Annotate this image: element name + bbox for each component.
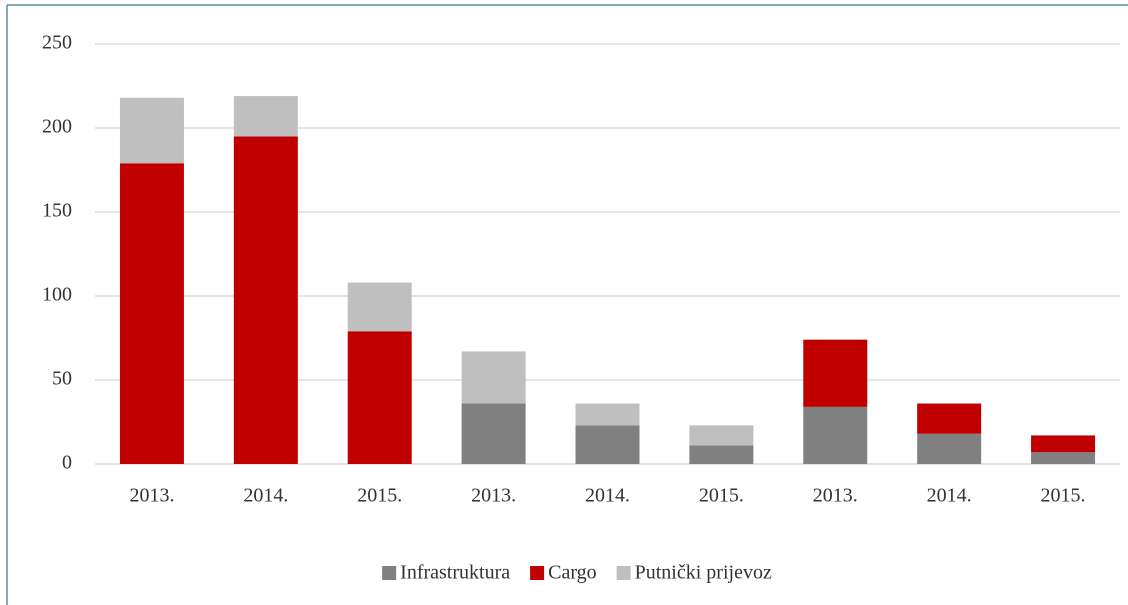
bar-segment bbox=[461, 351, 526, 404]
legend-swatch bbox=[382, 566, 397, 580]
bar-segment bbox=[461, 403, 526, 464]
x-tick-label: 2013. bbox=[471, 485, 516, 507]
y-tick-label: 50 bbox=[52, 368, 72, 390]
bar-segment bbox=[917, 433, 982, 464]
bar-segment bbox=[917, 403, 982, 434]
x-tick-label: 2015. bbox=[1041, 485, 1086, 507]
legend-swatch bbox=[616, 566, 631, 580]
bar-segment bbox=[233, 96, 298, 137]
bar-segment bbox=[575, 403, 640, 426]
bar-segment bbox=[803, 339, 868, 407]
bar-segment bbox=[347, 331, 412, 464]
legend-label: Infrastruktura bbox=[400, 562, 510, 584]
x-tick-label: 2015. bbox=[357, 485, 402, 507]
x-tick-label: 2014. bbox=[243, 485, 288, 507]
bar-segment bbox=[347, 282, 412, 332]
y-tick-label: 0 bbox=[62, 452, 72, 474]
legend-label: Putnički prijevoz bbox=[635, 562, 772, 584]
y-tick-label: 200 bbox=[42, 116, 72, 138]
x-tick-label: 2013. bbox=[813, 485, 858, 507]
x-tick-label: 2015. bbox=[699, 485, 744, 507]
y-tick-label: 250 bbox=[42, 32, 72, 54]
y-tick-label: 100 bbox=[42, 284, 72, 306]
x-tick-label: 2014. bbox=[585, 485, 630, 507]
bar-segment bbox=[119, 97, 184, 164]
bar-segment bbox=[689, 445, 754, 464]
bar-segment bbox=[803, 406, 868, 464]
x-tick-label: 2014. bbox=[927, 485, 972, 507]
bar-segment bbox=[1031, 452, 1096, 464]
bar-segment bbox=[233, 136, 298, 464]
x-tick-label: 2013. bbox=[129, 485, 174, 507]
bar-segment bbox=[689, 425, 754, 446]
y-tick-label: 150 bbox=[42, 200, 72, 222]
legend-label: Cargo bbox=[548, 562, 597, 584]
legend-swatch bbox=[530, 566, 545, 580]
bar-segment bbox=[119, 163, 184, 464]
bar-segment bbox=[575, 425, 640, 464]
bar-segment bbox=[1031, 435, 1096, 453]
